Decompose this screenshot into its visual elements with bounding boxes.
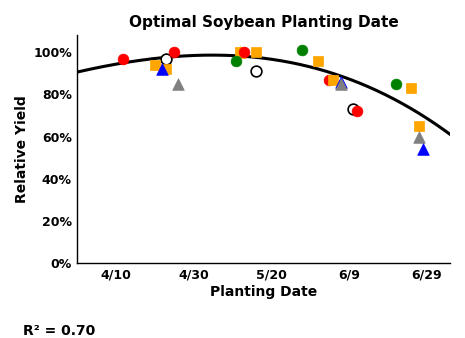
Point [236, 49, 244, 55]
Point [338, 79, 345, 84]
Point [415, 123, 423, 129]
Point [120, 56, 127, 61]
Point [159, 66, 166, 72]
Point [162, 66, 170, 72]
Point [392, 81, 399, 87]
Point [236, 49, 244, 55]
Point [415, 134, 423, 139]
Point [240, 49, 248, 55]
Title: Optimal Soybean Planting Date: Optimal Soybean Planting Date [128, 15, 398, 30]
Point [252, 69, 259, 74]
Point [353, 108, 360, 114]
Point [170, 49, 178, 55]
Point [314, 58, 321, 63]
Point [419, 147, 426, 152]
Point [407, 86, 415, 91]
Y-axis label: Relative Yield: Relative Yield [15, 95, 29, 203]
Point [349, 106, 357, 112]
X-axis label: Planting Date: Planting Date [210, 285, 317, 299]
Text: R² = 0.70: R² = 0.70 [23, 323, 95, 338]
Point [252, 49, 259, 55]
Point [299, 47, 306, 53]
Point [232, 58, 240, 63]
Point [162, 56, 170, 61]
Point [330, 77, 337, 82]
Point [326, 77, 333, 82]
Point [338, 81, 345, 87]
Point [174, 81, 181, 87]
Point [151, 62, 158, 68]
